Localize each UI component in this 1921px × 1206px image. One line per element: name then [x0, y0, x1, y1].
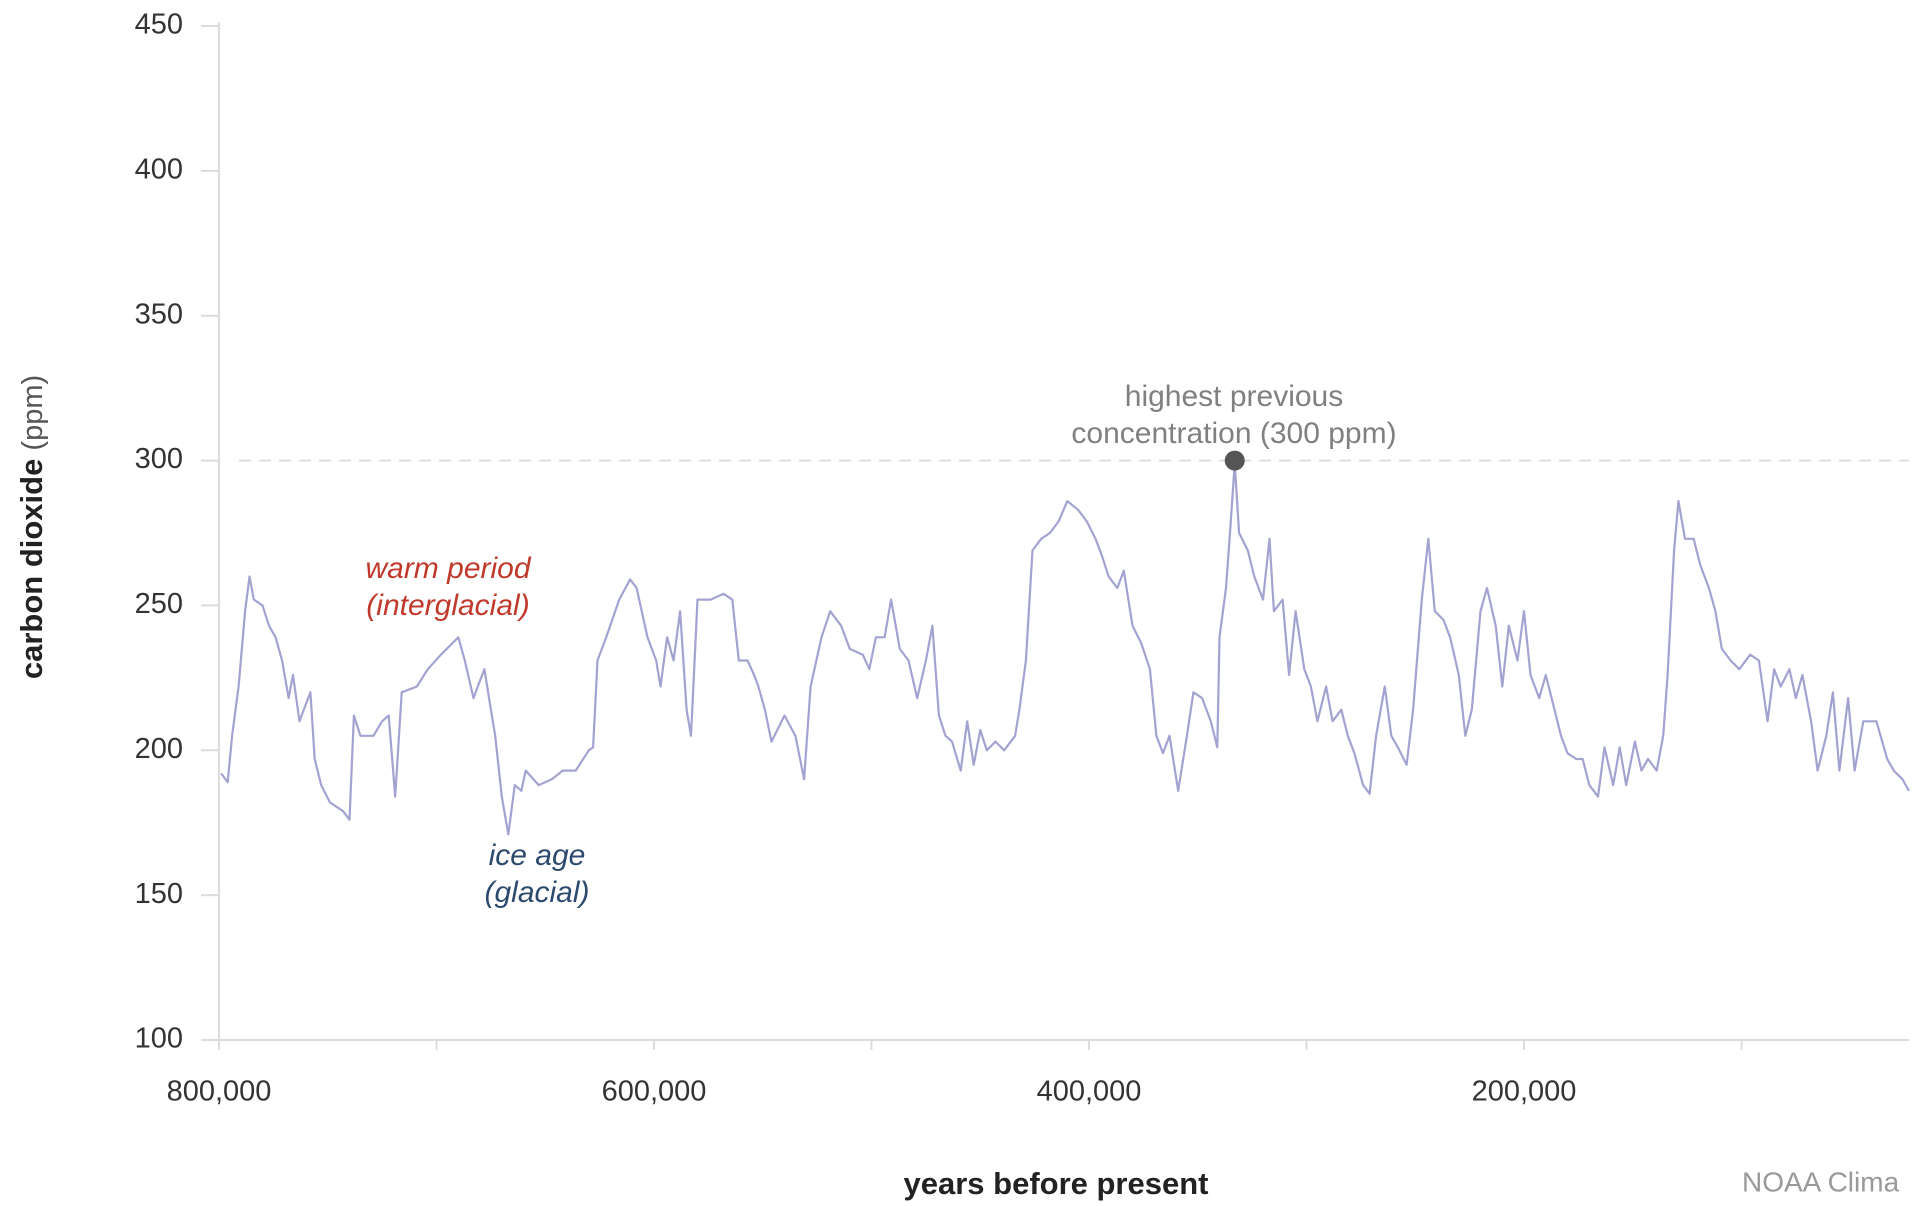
annotation: ice age — [489, 839, 586, 872]
y-axis-title-unit: (ppm) — [17, 375, 49, 451]
y-tick-label: 350 — [135, 298, 183, 330]
annotation: concentration (300 ppm) — [1071, 417, 1396, 450]
y-tick-label: 400 — [135, 154, 183, 186]
source: NOAA Clima — [1742, 1166, 1900, 1197]
annotation: warm period — [365, 552, 531, 585]
x-tick-label: 400,000 — [1037, 1076, 1142, 1108]
x-tick-label: 600,000 — [602, 1076, 707, 1108]
highlight-point — [1224, 450, 1245, 471]
y-tick-label: 300 — [135, 443, 183, 475]
y-tick-label: 200 — [135, 733, 183, 765]
x-axis-title: years before present — [904, 1166, 1209, 1201]
y-tick-label: 150 — [135, 878, 183, 910]
annotation: (interglacial) — [366, 589, 529, 622]
annotation: highest previous — [1125, 380, 1343, 413]
x-tick-label: 800,000 — [167, 1076, 272, 1108]
y-axis-title-main: carbon dioxide — [14, 459, 49, 679]
annotation: (glacial) — [484, 876, 589, 909]
y-axis-title: carbon dioxide (ppm) — [14, 375, 49, 679]
y-tick-label: 100 — [135, 1023, 183, 1055]
co2-line — [220, 462, 1910, 836]
y-tick-label: 250 — [135, 588, 183, 620]
y-tick-label: 450 — [135, 9, 183, 41]
x-tick-label: 200,000 — [1472, 1076, 1577, 1108]
